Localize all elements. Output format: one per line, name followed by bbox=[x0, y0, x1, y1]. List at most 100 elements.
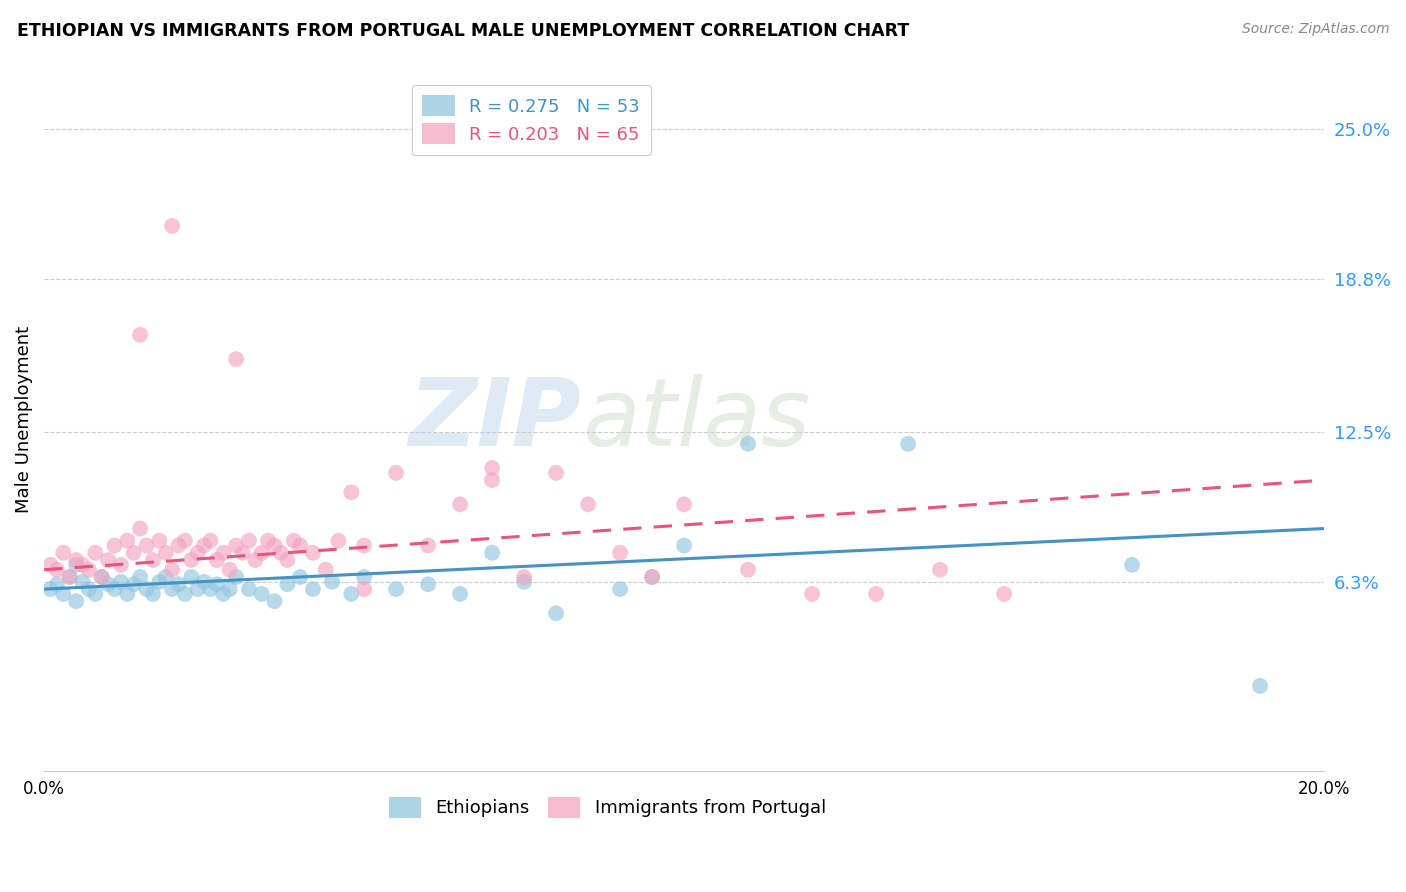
Point bbox=[283, 533, 305, 548]
Point bbox=[328, 533, 350, 548]
Point bbox=[513, 574, 536, 589]
Point bbox=[641, 570, 664, 584]
Point bbox=[110, 558, 132, 572]
Point bbox=[84, 546, 107, 560]
Point bbox=[135, 582, 157, 596]
Point bbox=[205, 577, 228, 591]
Text: ETHIOPIAN VS IMMIGRANTS FROM PORTUGAL MALE UNEMPLOYMENT CORRELATION CHART: ETHIOPIAN VS IMMIGRANTS FROM PORTUGAL MA… bbox=[17, 22, 910, 40]
Point bbox=[39, 582, 62, 596]
Point bbox=[97, 553, 120, 567]
Point bbox=[160, 219, 183, 233]
Point bbox=[321, 574, 343, 589]
Point bbox=[288, 539, 311, 553]
Point bbox=[481, 473, 503, 487]
Point bbox=[77, 563, 100, 577]
Point bbox=[160, 563, 183, 577]
Point bbox=[270, 546, 292, 560]
Point bbox=[129, 327, 152, 342]
Point bbox=[250, 546, 273, 560]
Point bbox=[225, 539, 247, 553]
Point bbox=[353, 582, 375, 596]
Point bbox=[302, 546, 325, 560]
Point bbox=[39, 558, 62, 572]
Text: ZIP: ZIP bbox=[409, 374, 582, 466]
Point bbox=[90, 570, 112, 584]
Point bbox=[160, 582, 183, 596]
Point bbox=[385, 466, 408, 480]
Point bbox=[929, 563, 952, 577]
Point bbox=[65, 558, 87, 572]
Point bbox=[737, 437, 759, 451]
Point bbox=[180, 553, 202, 567]
Point bbox=[225, 570, 247, 584]
Point bbox=[288, 570, 311, 584]
Point bbox=[416, 539, 439, 553]
Point bbox=[97, 577, 120, 591]
Point bbox=[302, 582, 325, 596]
Point bbox=[90, 570, 112, 584]
Point bbox=[142, 553, 165, 567]
Point bbox=[449, 497, 471, 511]
Point bbox=[1121, 558, 1143, 572]
Point bbox=[193, 574, 215, 589]
Point bbox=[737, 563, 759, 577]
Point bbox=[155, 570, 177, 584]
Point bbox=[481, 461, 503, 475]
Point bbox=[641, 570, 664, 584]
Point bbox=[245, 553, 267, 567]
Point bbox=[200, 582, 222, 596]
Point bbox=[174, 587, 197, 601]
Point bbox=[135, 539, 157, 553]
Point bbox=[122, 577, 145, 591]
Point bbox=[801, 587, 824, 601]
Point bbox=[263, 539, 285, 553]
Point bbox=[129, 522, 152, 536]
Point bbox=[129, 570, 152, 584]
Point bbox=[65, 594, 87, 608]
Point bbox=[72, 574, 94, 589]
Point bbox=[276, 577, 298, 591]
Point bbox=[77, 582, 100, 596]
Point bbox=[385, 582, 408, 596]
Point bbox=[205, 553, 228, 567]
Point bbox=[218, 563, 240, 577]
Point bbox=[238, 582, 260, 596]
Point bbox=[340, 587, 363, 601]
Point bbox=[212, 587, 235, 601]
Point bbox=[257, 533, 280, 548]
Text: Source: ZipAtlas.com: Source: ZipAtlas.com bbox=[1241, 22, 1389, 37]
Point bbox=[865, 587, 887, 601]
Point bbox=[609, 546, 631, 560]
Point bbox=[218, 582, 240, 596]
Point bbox=[993, 587, 1015, 601]
Point bbox=[59, 570, 82, 584]
Point bbox=[576, 497, 599, 511]
Point bbox=[59, 570, 82, 584]
Point bbox=[1249, 679, 1271, 693]
Point bbox=[673, 497, 696, 511]
Point bbox=[212, 546, 235, 560]
Legend: Ethiopians, Immigrants from Portugal: Ethiopians, Immigrants from Portugal bbox=[381, 789, 834, 825]
Point bbox=[155, 546, 177, 560]
Point bbox=[263, 594, 285, 608]
Point bbox=[238, 533, 260, 548]
Point bbox=[174, 533, 197, 548]
Point bbox=[353, 570, 375, 584]
Point bbox=[353, 539, 375, 553]
Point bbox=[167, 577, 190, 591]
Point bbox=[103, 582, 125, 596]
Point bbox=[103, 539, 125, 553]
Point bbox=[180, 570, 202, 584]
Point bbox=[187, 546, 209, 560]
Point bbox=[117, 587, 139, 601]
Point bbox=[513, 570, 536, 584]
Point bbox=[193, 539, 215, 553]
Point bbox=[315, 563, 337, 577]
Point bbox=[546, 466, 568, 480]
Point bbox=[250, 587, 273, 601]
Point bbox=[45, 563, 67, 577]
Point bbox=[84, 587, 107, 601]
Point bbox=[65, 553, 87, 567]
Point bbox=[225, 352, 247, 367]
Point bbox=[276, 553, 298, 567]
